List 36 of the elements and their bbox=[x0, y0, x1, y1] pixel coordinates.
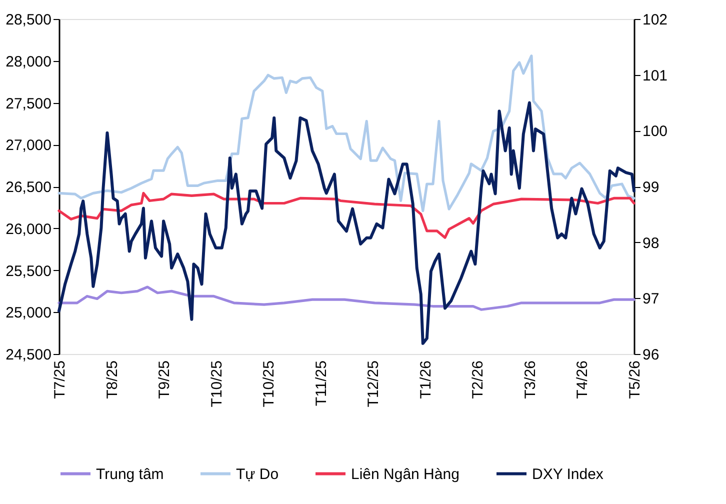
y-tick-label: 24,500 bbox=[6, 346, 52, 364]
y2-tick-label: 97 bbox=[642, 290, 660, 308]
y-tick-label: 25,500 bbox=[6, 262, 52, 280]
line-series bbox=[58, 101, 636, 345]
y2-tick-label: 101 bbox=[642, 67, 668, 84]
y2-tick-label: 98 bbox=[642, 234, 660, 252]
legend-label: Tự Do bbox=[236, 466, 279, 483]
y-tick-label: 26,500 bbox=[6, 179, 52, 196]
x-tick-label: T9/25 bbox=[156, 360, 174, 399]
x-tick-label: T3/26 bbox=[522, 360, 539, 399]
y-tick-label: 25,000 bbox=[6, 304, 52, 322]
y-tick-label: 28,000 bbox=[6, 53, 52, 70]
x-tick-label: T5/26 bbox=[626, 360, 644, 399]
x-tick-label: T2/26 bbox=[470, 360, 487, 399]
x-tick-label: T10/25 bbox=[208, 360, 226, 408]
y2-tick-label: 100 bbox=[642, 123, 668, 140]
y2-tick-label: 96 bbox=[642, 346, 660, 364]
x-tick-label: T11/25 bbox=[312, 360, 330, 406]
x-tick-label: T12/25 bbox=[365, 360, 382, 408]
line-series bbox=[58, 286, 636, 311]
y-tick-label: 26,000 bbox=[6, 220, 52, 238]
y2-tick-label: 99 bbox=[642, 179, 660, 196]
y-tick-label: 27,000 bbox=[6, 137, 52, 154]
legend-label: Trung tâm bbox=[96, 466, 164, 483]
y2-tick-label: 102 bbox=[642, 12, 668, 28]
x-tick-label: T1/26 bbox=[417, 360, 434, 399]
x-tick-label: T4/26 bbox=[574, 360, 592, 399]
line-series bbox=[58, 54, 636, 212]
x-tick-label: T7/25 bbox=[52, 360, 68, 399]
y-tick-label: 27,500 bbox=[6, 95, 52, 112]
x-tick-label: T10/25 bbox=[260, 360, 278, 408]
legend-label: DXY Index bbox=[532, 466, 604, 483]
legend-label: Liên Ngân Hàng bbox=[351, 466, 460, 483]
y-tick-label: 28,500 bbox=[6, 12, 52, 28]
x-tick-label: T8/25 bbox=[104, 360, 121, 399]
line-series bbox=[58, 192, 636, 239]
